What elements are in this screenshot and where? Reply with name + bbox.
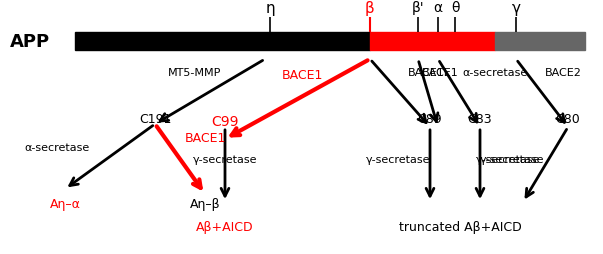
Text: η: η bbox=[265, 1, 275, 15]
Text: C99: C99 bbox=[211, 115, 239, 129]
Text: α: α bbox=[434, 1, 443, 15]
Text: MT5-MMP: MT5-MMP bbox=[168, 68, 222, 78]
Text: Aη–β: Aη–β bbox=[190, 198, 220, 211]
Bar bbox=[370, 33, 495, 51]
Text: Aβ+AICD: Aβ+AICD bbox=[196, 221, 254, 234]
Text: γ-secretase: γ-secretase bbox=[193, 154, 257, 164]
Text: γ-secretase: γ-secretase bbox=[476, 154, 540, 164]
Bar bbox=[75, 33, 370, 51]
Text: BACE1: BACE1 bbox=[282, 69, 323, 82]
Text: C89: C89 bbox=[418, 113, 443, 126]
Text: θ: θ bbox=[451, 1, 459, 15]
Bar bbox=[495, 33, 585, 51]
Text: β: β bbox=[365, 1, 375, 15]
Text: Aη–α: Aη–α bbox=[49, 198, 80, 211]
Text: β': β' bbox=[412, 1, 425, 15]
Text: γ-secretase: γ-secretase bbox=[365, 154, 430, 164]
Text: BACE1: BACE1 bbox=[185, 132, 226, 145]
Text: truncated Aβ+AICD: truncated Aβ+AICD bbox=[399, 221, 522, 234]
Text: γ: γ bbox=[511, 1, 520, 15]
Text: C191: C191 bbox=[139, 113, 171, 126]
Text: C80: C80 bbox=[555, 113, 580, 126]
Text: BACE1: BACE1 bbox=[422, 68, 459, 78]
Text: APP: APP bbox=[10, 33, 50, 51]
Text: C83: C83 bbox=[468, 113, 492, 126]
Text: α-secretase: α-secretase bbox=[25, 142, 90, 152]
Text: BACE1: BACE1 bbox=[408, 68, 445, 78]
Text: BACE2: BACE2 bbox=[545, 68, 582, 78]
Text: α-secretase: α-secretase bbox=[462, 68, 527, 78]
Text: γ-secretase: γ-secretase bbox=[480, 154, 545, 164]
